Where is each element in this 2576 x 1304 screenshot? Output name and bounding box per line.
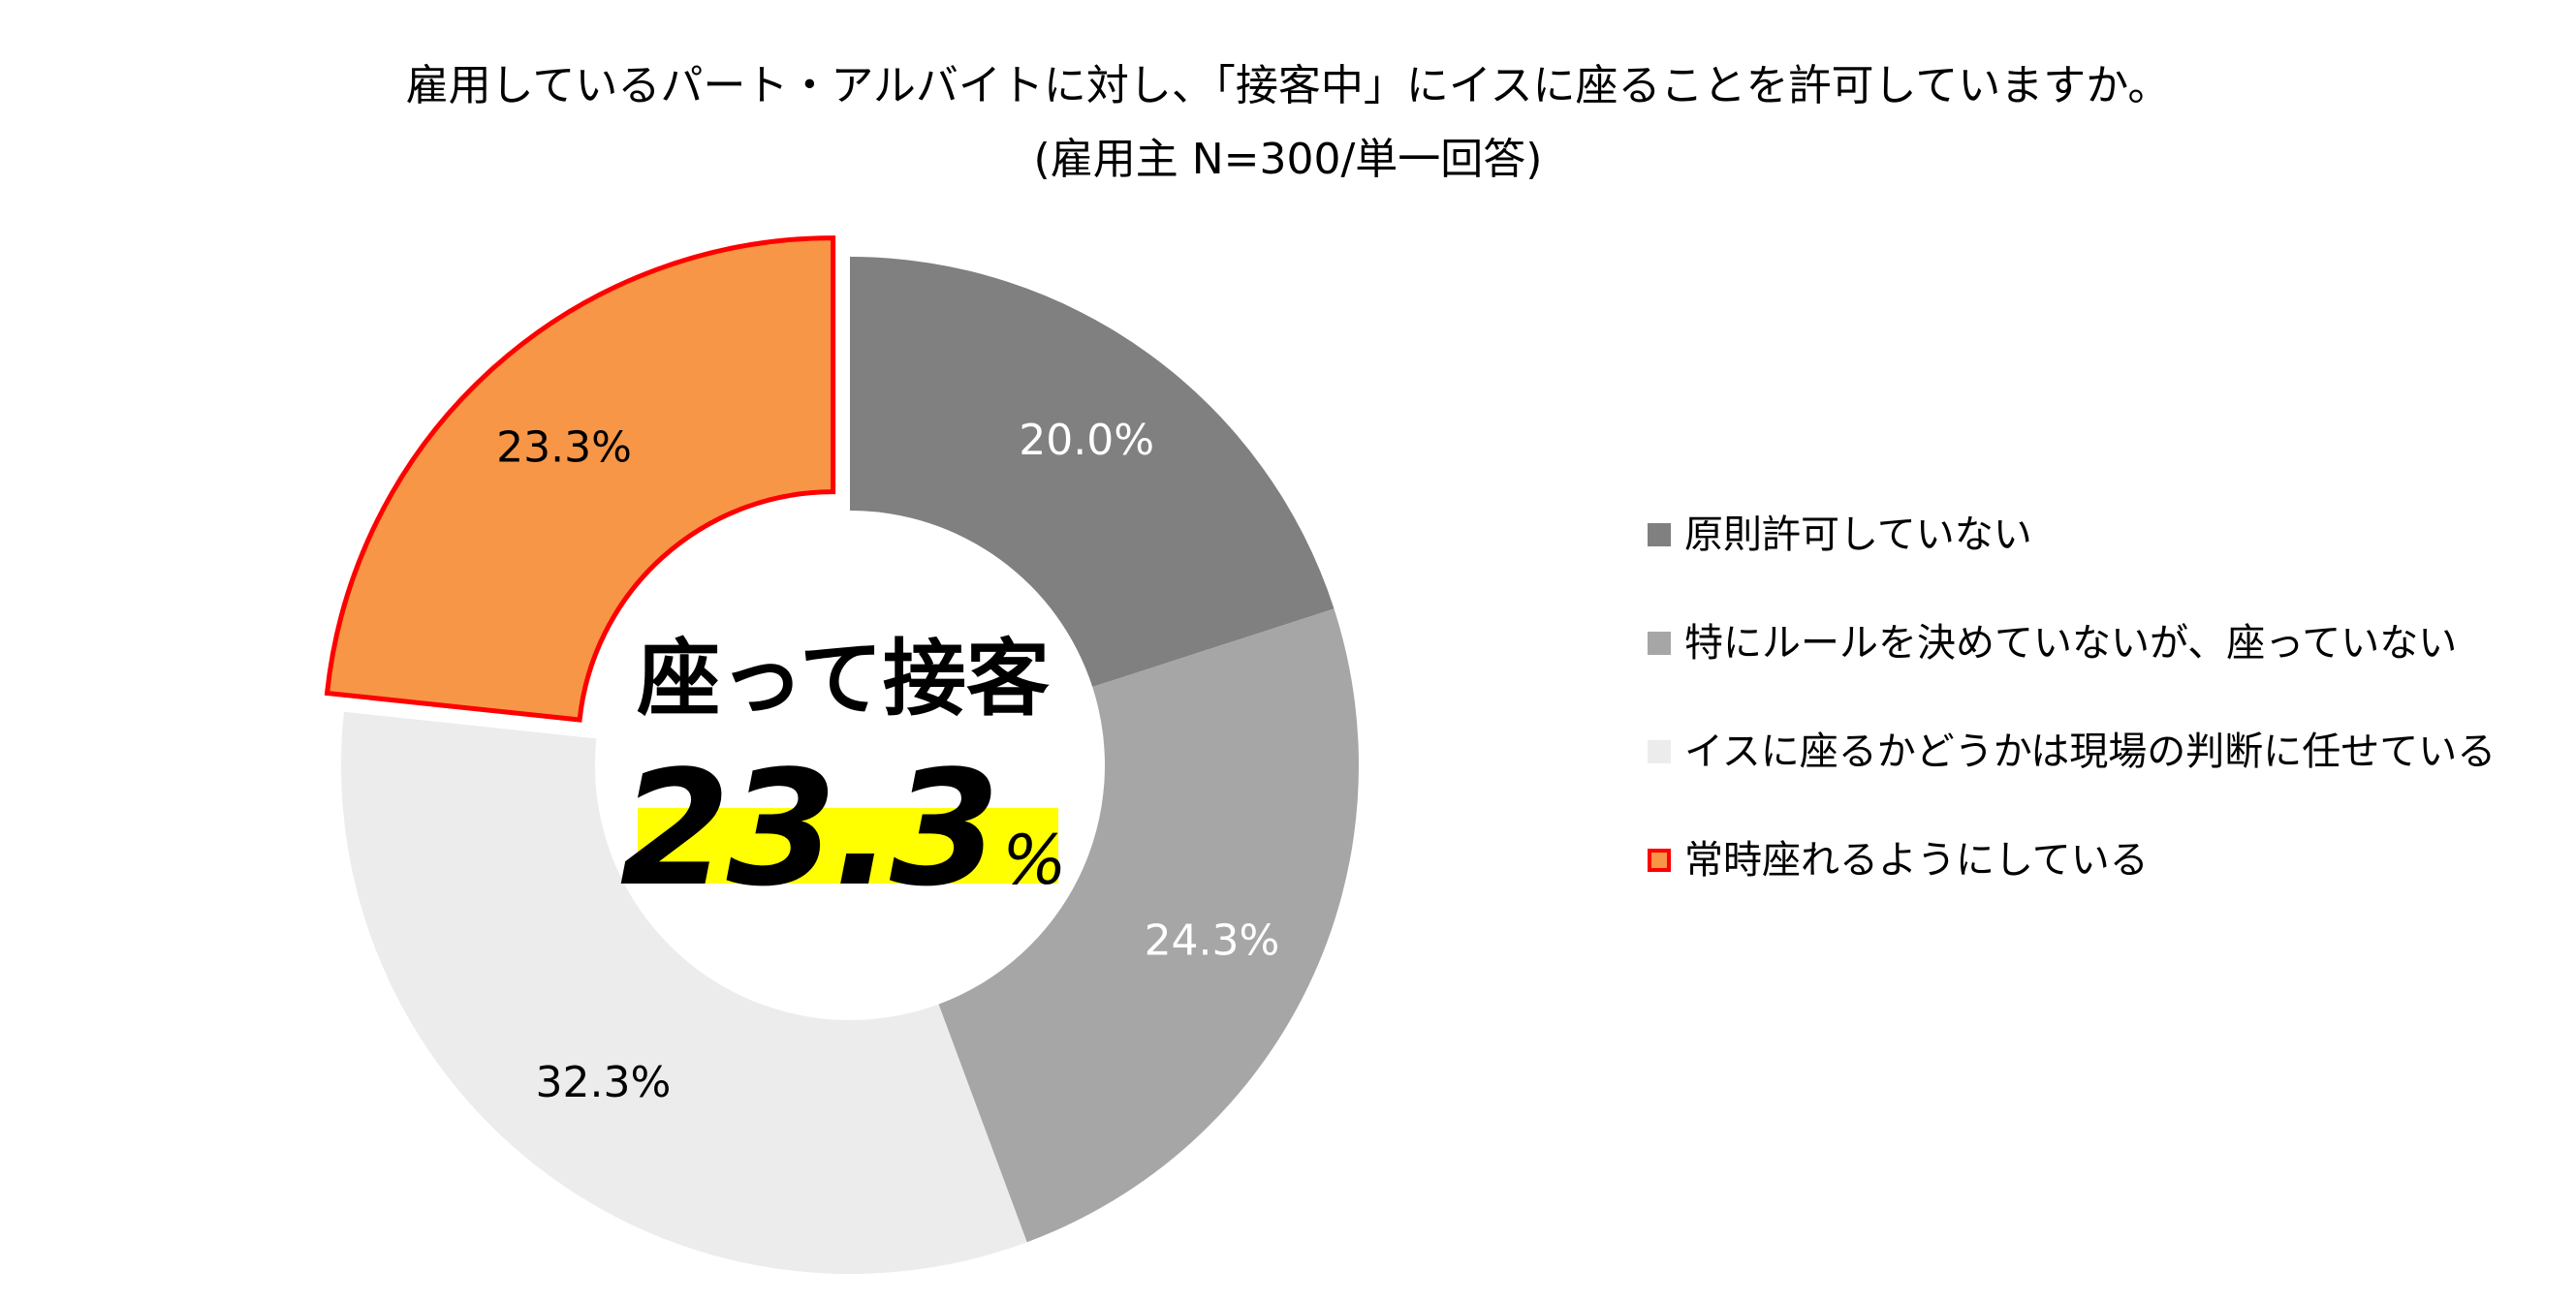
slice-data-label-3: 32.3% bbox=[536, 1058, 672, 1107]
center-unit: % bbox=[1002, 821, 1067, 900]
chart-subtitle: (雇用主 N=300/単一回答) bbox=[1033, 135, 1543, 184]
legend-item-4: 常時座れるようにしている bbox=[1648, 839, 2496, 882]
legend-swatch-3 bbox=[1648, 740, 1671, 763]
legend-swatch-1 bbox=[1648, 523, 1671, 546]
legend-item-1: 原則許可していない bbox=[1648, 513, 2496, 556]
legend-swatch-4 bbox=[1648, 849, 1671, 872]
center-value: 23.3 bbox=[619, 736, 1000, 921]
slice-data-label-2: 24.3% bbox=[1145, 916, 1280, 965]
legend-label-3: イスに座るかどうかは現場の判断に任せている bbox=[1684, 730, 2497, 774]
slice-data-label-4: 23.3% bbox=[496, 423, 632, 473]
donut-slice-4 bbox=[324, 235, 836, 723]
legend-label-2: 特にルールを決めていないが、座っていない bbox=[1684, 621, 2458, 666]
chart-title: 雇用しているパート・アルバイトに対し、「接客中」にイスに座ることを許可しています… bbox=[405, 61, 2171, 110]
center-value-highlight bbox=[638, 808, 1058, 884]
donut-slice-1 bbox=[850, 257, 1335, 688]
legend-label-1: 原則許可していない bbox=[1684, 512, 2032, 557]
center-title: 座って接客 bbox=[637, 631, 1050, 728]
slice-data-label-1: 20.0% bbox=[1019, 416, 1154, 465]
donut-slice-2 bbox=[938, 608, 1359, 1243]
legend-item-3: イスに座るかどうかは現場の判断に任せている bbox=[1648, 730, 2496, 773]
center-value-group: 23.3% bbox=[552, 736, 1134, 921]
legend: 原則許可していない特にルールを決めていないが、座っていない イスに座るかどうかは現… bbox=[1648, 513, 2496, 947]
legend-swatch-2 bbox=[1648, 632, 1671, 655]
legend-label-4: 常時座れるようにしている bbox=[1684, 838, 2149, 883]
donut-slice-3 bbox=[341, 711, 1027, 1274]
legend-item-2: 特にルールを決めていないが、座っていない bbox=[1648, 622, 2496, 665]
